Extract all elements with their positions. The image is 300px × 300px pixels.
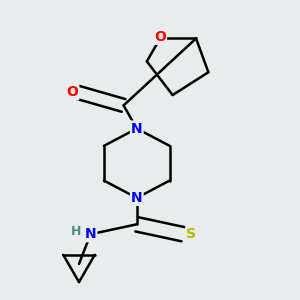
- Text: S: S: [186, 227, 196, 241]
- Text: O: O: [67, 85, 78, 99]
- Text: O: O: [154, 30, 166, 44]
- Text: N: N: [131, 191, 142, 205]
- Text: N: N: [85, 227, 96, 241]
- Text: H: H: [70, 225, 81, 238]
- Text: N: N: [131, 122, 142, 136]
